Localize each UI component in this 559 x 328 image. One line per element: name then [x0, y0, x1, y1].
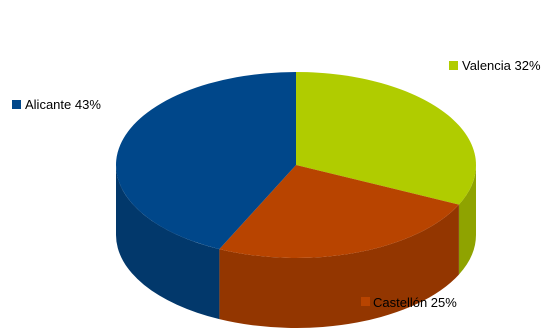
pie-slice-alicante [115, 72, 296, 250]
pie-side-castelln [219, 204, 459, 328]
legend-swatch-castellon [361, 297, 370, 306]
slice-label-castellon: Castellón 25% [373, 295, 457, 310]
pie-tops [115, 71, 477, 259]
slice-label-valencia: Valencia 32% [462, 58, 541, 73]
pie-slice-valencia [296, 71, 477, 205]
pie-side-alicante [115, 165, 220, 320]
label-valencia: Valencia 32% [449, 58, 541, 73]
slice-label-alicante: Alicante 43% [25, 97, 101, 112]
pie-labels: Valencia 32% Alicante 43% Castellón 25% [12, 58, 541, 310]
pie-side-valencia [458, 165, 477, 275]
pie-slice-castelln [219, 165, 459, 259]
pie-sides [115, 165, 477, 328]
label-alicante: Alicante 43% [12, 97, 101, 112]
legend-swatch-valencia [449, 61, 458, 70]
legend-swatch-alicante [12, 100, 21, 109]
label-castellon: Castellón 25% [361, 295, 457, 310]
